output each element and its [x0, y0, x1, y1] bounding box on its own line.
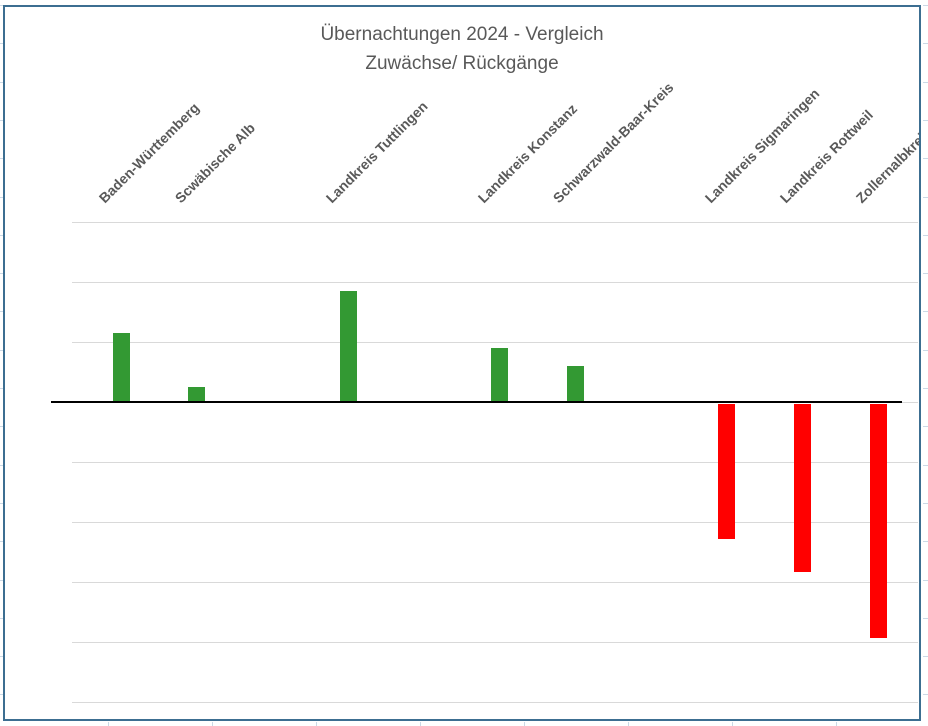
- spreadsheet-row-line: [923, 43, 928, 44]
- spreadsheet-column-line: [524, 722, 525, 726]
- spreadsheet-row-line: [923, 580, 928, 581]
- spreadsheet-row-line: [0, 465, 3, 466]
- category-label-landkreis-tuttlingen: Landkreis Tuttlingen: [322, 98, 431, 206]
- spreadsheet-column-line: [316, 722, 317, 726]
- spreadsheet-row-line: [0, 5, 3, 6]
- spreadsheet-row-line: [0, 503, 3, 504]
- chart-title-block: Übernachtungen 2024 - Vergleich Zuwächse…: [5, 21, 919, 78]
- spreadsheet-row-line: [0, 158, 3, 159]
- spreadsheet-row-line: [923, 541, 928, 542]
- spreadsheet-row-line: [0, 656, 3, 657]
- spreadsheet-row-line: [923, 82, 928, 83]
- bar-schwarzwald-baar-kreis[interactable]: [567, 366, 584, 402]
- gridline: [72, 282, 918, 283]
- spreadsheet-row-line: [923, 465, 928, 466]
- category-label-schwarzwald-baar-kreis: Schwarzwald-Baar-Kreis: [549, 79, 677, 206]
- spreadsheet-row-line: [0, 311, 3, 312]
- bar-landkreis-tuttlingen[interactable]: [340, 291, 357, 402]
- spreadsheet-column-line: [836, 722, 837, 726]
- bar-zollernalbkreis[interactable]: [870, 404, 887, 638]
- spreadsheet-row-line: [0, 541, 3, 542]
- category-label-zollernalbkreis: Zollernalbkreis: [852, 124, 921, 206]
- spreadsheet-row-line: [923, 5, 928, 6]
- spreadsheet-row-line: [0, 197, 3, 198]
- gridline: [72, 342, 918, 343]
- category-label-scw-bische-alb: Scwäbische Alb: [171, 119, 258, 206]
- spreadsheet-column-line: [732, 722, 733, 726]
- spreadsheet-row-line: [923, 311, 928, 312]
- spreadsheet-row-line: [923, 426, 928, 427]
- gridline: [72, 702, 918, 703]
- chart-title: Übernachtungen 2024 - Vergleich: [320, 24, 604, 45]
- spreadsheet-row-line: [923, 503, 928, 504]
- spreadsheet-row-line: [0, 273, 3, 274]
- chart-subtitle: Zuwächse/ Rückgänge: [365, 52, 559, 74]
- gridline: [72, 642, 918, 643]
- spreadsheet-row-line: [923, 120, 928, 121]
- bar-landkreis-sigmaringen[interactable]: [718, 404, 735, 539]
- spreadsheet-row-line: [0, 618, 3, 619]
- spreadsheet-row-line: [0, 426, 3, 427]
- spreadsheet-row-line: [0, 235, 3, 236]
- spreadsheet-row-line: [0, 580, 3, 581]
- chart-object[interactable]: Übernachtungen 2024 - Vergleich Zuwächse…: [3, 5, 921, 721]
- spreadsheet-row-line: [0, 82, 3, 83]
- bar-landkreis-rottweil[interactable]: [794, 404, 811, 572]
- spreadsheet-row-line: [923, 197, 928, 198]
- gridline: [72, 522, 918, 523]
- spreadsheet-row-line: [923, 273, 928, 274]
- bar-scw-bische-alb[interactable]: [188, 387, 205, 402]
- bar-baden-w-rttemberg[interactable]: [113, 333, 130, 402]
- spreadsheet-column-line: [108, 722, 109, 726]
- spreadsheet-row-line: [923, 618, 928, 619]
- gridline: [72, 582, 918, 583]
- spreadsheet-row-line: [0, 694, 3, 695]
- spreadsheet-row-line: [923, 656, 928, 657]
- bar-landkreis-konstanz[interactable]: [491, 348, 508, 402]
- spreadsheet-row-line: [923, 235, 928, 236]
- spreadsheet-row-line: [0, 43, 3, 44]
- spreadsheet-column-line: [628, 722, 629, 726]
- spreadsheet-row-line: [923, 158, 928, 159]
- spreadsheet-row-line: [0, 120, 3, 121]
- spreadsheet-column-line: [420, 722, 421, 726]
- gridline: [72, 222, 918, 223]
- spreadsheet-row-line: [0, 350, 3, 351]
- spreadsheet-row-line: [0, 388, 3, 389]
- gridline: [72, 462, 918, 463]
- spreadsheet-row-line: [923, 694, 928, 695]
- spreadsheet-row-line: [923, 388, 928, 389]
- spreadsheet-column-line: [212, 722, 213, 726]
- zero-axis-line: [51, 401, 902, 403]
- spreadsheet-row-line: [923, 350, 928, 351]
